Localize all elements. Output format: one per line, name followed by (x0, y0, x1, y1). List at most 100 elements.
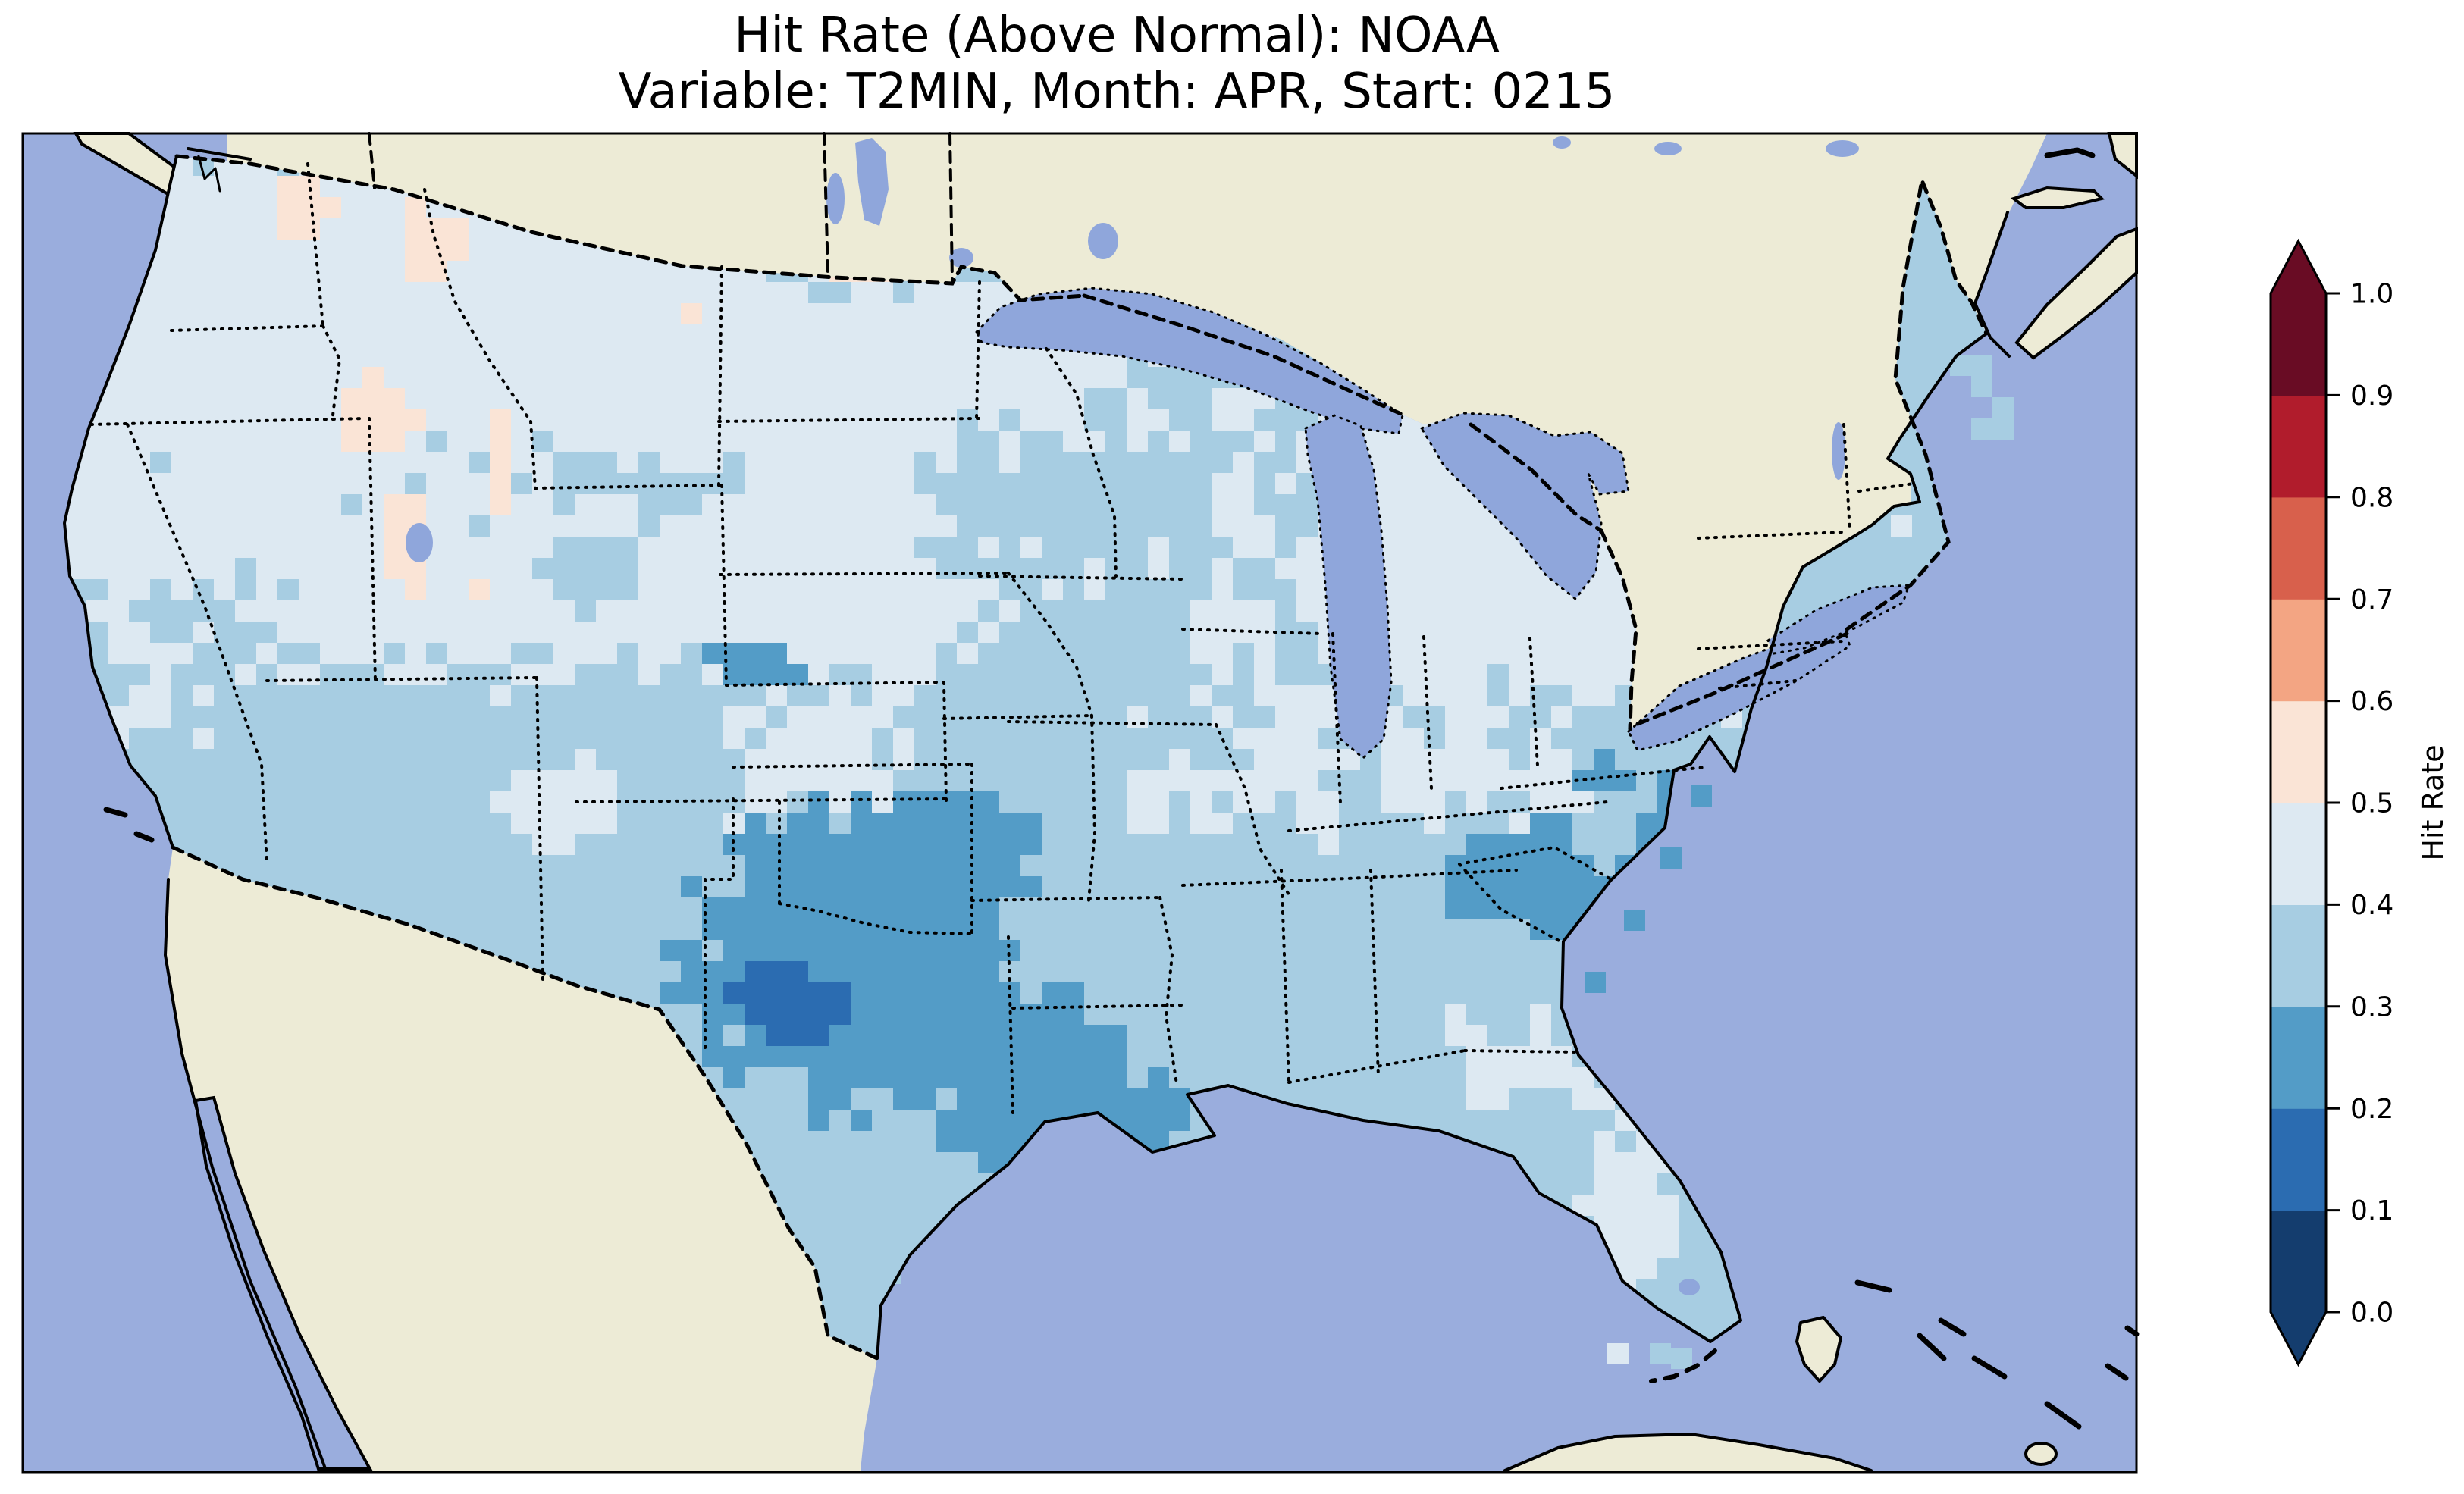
colorbar-band (2271, 599, 2326, 702)
country-border-line (171, 845, 879, 1361)
province-border-line (948, 132, 954, 283)
colorbar-band (2271, 1108, 2326, 1211)
small-lake (949, 248, 973, 268)
colorbar-axis-label: Hit Rate (2416, 744, 2450, 860)
bahamas-andros (1795, 1316, 1842, 1383)
state-borders (89, 162, 1915, 1114)
country-border-line (1845, 173, 1989, 631)
island-sliver (2105, 1363, 2129, 1381)
state-border-line (978, 575, 1184, 581)
country-borders (171, 132, 1989, 1361)
state-border-line (534, 484, 723, 490)
state-border-line (717, 417, 981, 423)
colorbar-tick-label: 0.3 (2350, 991, 2393, 1023)
island-sliver (2124, 1325, 2140, 1337)
state-border-line (778, 902, 973, 935)
island-sliver (1917, 1333, 1947, 1361)
land-layer (73, 132, 2138, 1471)
state-border-line (1011, 1004, 1184, 1010)
state-border-line (1287, 1049, 1466, 1084)
state-border-line (970, 896, 1161, 902)
state-border-line (170, 324, 326, 332)
title-line-2: Variable: T2MIN, Month: APR, Start: 0215 (618, 64, 1616, 120)
state-border-line (1697, 640, 1844, 650)
state-border-line (1463, 1049, 1578, 1054)
country-border-line (1635, 631, 1849, 726)
state-border-line (732, 763, 973, 769)
state-border-line (942, 681, 948, 802)
map-frame (21, 132, 2138, 1474)
lake-michigan (1304, 414, 1393, 760)
island-sliver (1938, 1317, 1967, 1337)
small-lake (1654, 142, 1682, 155)
country-border-line (1599, 528, 1638, 731)
cuba-coastline (1503, 1433, 1873, 1472)
colorbar-band (2271, 1210, 2326, 1313)
state-border-line (1842, 423, 1851, 534)
coastlines (63, 147, 2140, 1472)
colorbar-band (2271, 700, 2326, 803)
small-lake (1088, 223, 1118, 259)
colorbar-band (2271, 293, 2326, 396)
island-sliver (133, 831, 155, 843)
state-border-line (942, 714, 1093, 720)
mexico-land (165, 847, 877, 1471)
state-border-line (1369, 869, 1380, 1078)
state-border-line (126, 423, 268, 864)
state-border-line (423, 188, 532, 423)
colorbar-tick-label: 0.6 (2350, 686, 2393, 717)
state-border-line (1181, 628, 1322, 635)
colorbar-tick-label: 0.2 (2350, 1094, 2393, 1125)
country-border-line (1469, 422, 1603, 533)
colorbar-band (2271, 904, 2326, 1007)
new-brunswick-coastline (1973, 211, 2011, 358)
small-lake (826, 173, 845, 224)
state-border-line (1466, 845, 1613, 881)
lakes-layer (193, 136, 1911, 1471)
state-border-line (719, 572, 1010, 576)
state-border-line (529, 420, 537, 490)
state-border-line (1857, 482, 1915, 493)
state-border-line (1280, 869, 1290, 1084)
colorbar-band (2271, 395, 2326, 498)
puget-sound-coastline (197, 155, 221, 193)
colorbar-tick-label: 1.0 (2350, 279, 2393, 310)
pacific-coastline (63, 155, 178, 849)
colorbar: 0.0 0.1 0.2 0.3 0.4 0.5 0.6 0.7 0.8 0.9 1.0 Hit Rat… (2269, 238, 2450, 1367)
state-border-line (1087, 714, 1097, 902)
atlantic-gulf-coastline (876, 332, 1988, 1360)
country-border-line (1082, 293, 1403, 416)
colorbar-tick-label: 0.4 (2350, 890, 2393, 921)
state-border-line (704, 797, 735, 1055)
lake-ontario (1766, 584, 1911, 655)
small-lake (1553, 136, 1571, 149)
colorbar-band (2271, 803, 2326, 905)
canada-land (227, 133, 2047, 729)
colorbar-band (2271, 1006, 2326, 1109)
small-lake (406, 523, 433, 562)
state-border-line (306, 162, 324, 327)
state-border-line (1215, 723, 1290, 896)
small-lake (1679, 1279, 1700, 1295)
lake-huron (1419, 412, 1630, 601)
lake-winnipeg (855, 138, 889, 226)
island-sliver (1854, 1279, 1892, 1293)
lake-superior (975, 287, 1404, 435)
gulf-of-california (193, 1095, 373, 1471)
province-border-line (823, 132, 829, 276)
island-sliver (2044, 1401, 2082, 1430)
colorbar-tick-label: 0.5 (2350, 788, 2393, 819)
state-border-line (1458, 863, 1565, 944)
state-border-line (1287, 800, 1609, 832)
state-border-line (1697, 531, 1845, 540)
florida-keys (1649, 1348, 1717, 1383)
island-sliver (1971, 1355, 2008, 1380)
state-border-line (535, 676, 544, 981)
lake-erie (1627, 628, 1851, 752)
heatmap-bleed-cells (879, 334, 2014, 1369)
colorbar-over-arrow (2271, 241, 2326, 293)
colorbar-tick-label: 0.0 (2350, 1298, 2393, 1329)
state-border-line (1500, 766, 1707, 790)
state-border-line (1331, 632, 1342, 805)
